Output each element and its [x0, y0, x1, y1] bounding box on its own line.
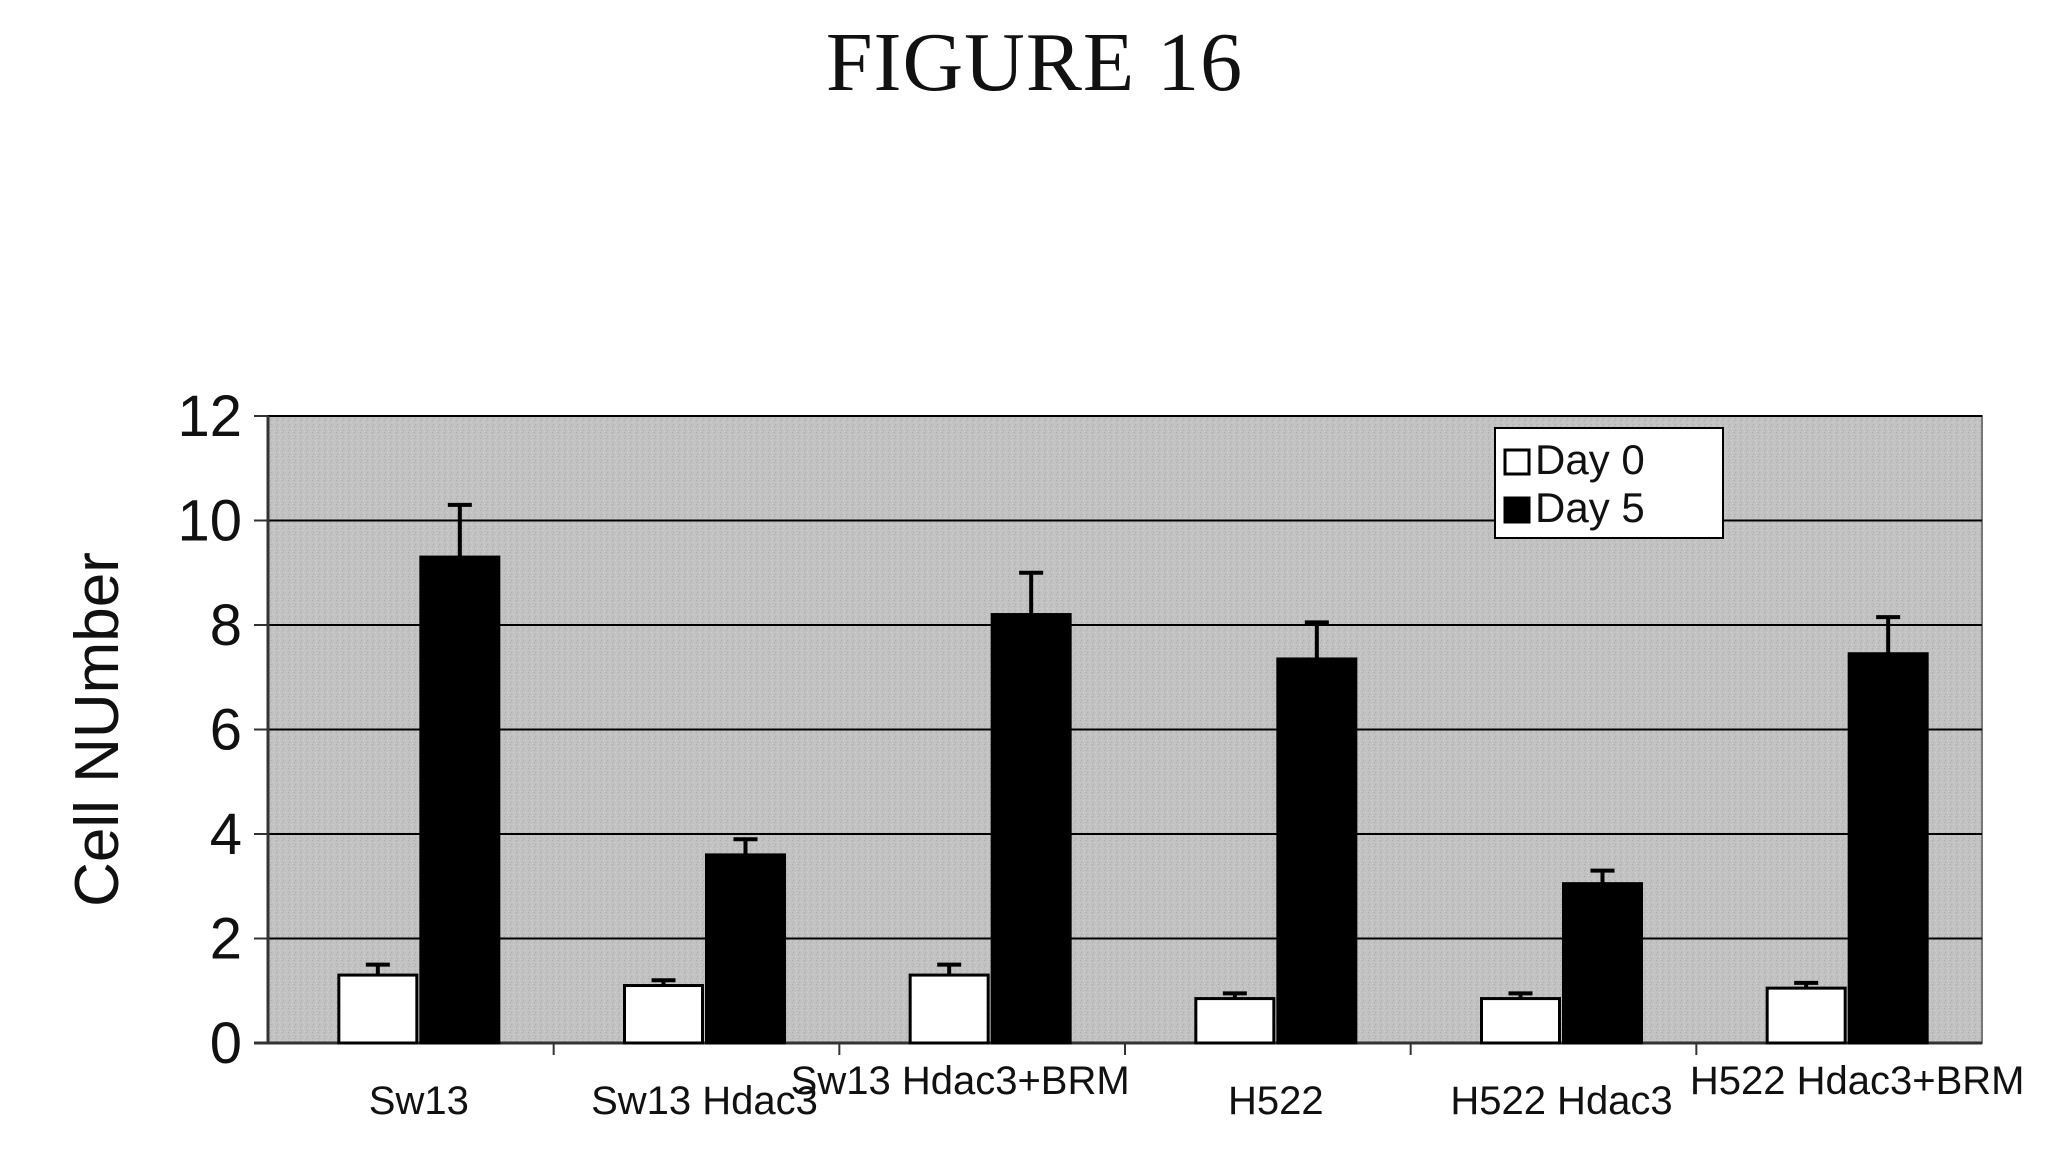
x-tick-label: H522 Hdac3: [1450, 1079, 1672, 1123]
y-tick-label: 6: [210, 698, 242, 763]
labels: Cell NUmber: [63, 552, 132, 907]
x-tick-label: H522: [1228, 1079, 1324, 1123]
legend: Day 0Day 5: [1495, 428, 1723, 538]
bar-day-5: [1564, 884, 1642, 1043]
y-axis-label: Cell NUmber: [63, 552, 132, 907]
bar-day-0: [1196, 999, 1274, 1043]
bar-day-0: [910, 975, 988, 1043]
legend-swatch: [1505, 450, 1529, 474]
x-tick-label: Sw13 Hdac3+BRM: [791, 1059, 1130, 1103]
y-tick-label: 12: [177, 384, 242, 449]
bar-day-0: [339, 975, 417, 1043]
bar-day-5: [1849, 654, 1927, 1043]
bar-day-0: [1767, 988, 1845, 1043]
y-tick-label: 0: [210, 1011, 242, 1076]
legend-label: Day 0: [1535, 436, 1645, 483]
x-tick-label: H522 Hdac3+BRM: [1690, 1059, 2025, 1103]
bar-day-5: [707, 855, 785, 1043]
bar-day-5: [421, 557, 499, 1043]
legend-label: Day 5: [1535, 484, 1645, 531]
x-tick-label: Sw13 Hdac3: [591, 1079, 818, 1123]
bar-day-0: [625, 986, 703, 1043]
y-tick-label: 4: [210, 802, 242, 867]
bar-day-5: [1278, 659, 1356, 1043]
y-tick-label: 10: [177, 489, 242, 554]
bar-day-0: [1482, 999, 1560, 1043]
legend-swatch: [1505, 498, 1529, 522]
x-tick-label: Sw13: [369, 1079, 469, 1123]
bar-day-5: [992, 615, 1070, 1043]
y-tick-label: 8: [210, 593, 242, 658]
y-tick-label: 2: [210, 907, 242, 972]
